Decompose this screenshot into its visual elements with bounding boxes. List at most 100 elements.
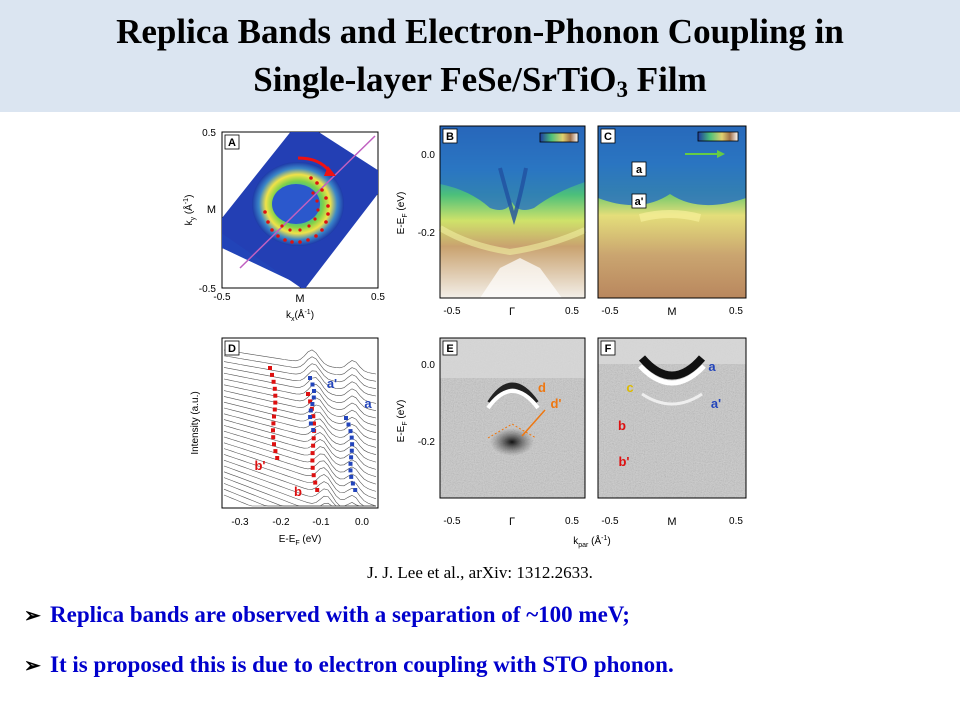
band-label-b-prime: b' (618, 454, 629, 469)
band-a-prime-dot (308, 376, 312, 380)
band-b-prime-dot (273, 400, 278, 405)
band-b-dot (311, 473, 316, 478)
panel-label-b: B (446, 131, 454, 143)
bullet-arrow-icon: ➢ (24, 655, 41, 677)
band-label-a: a (636, 164, 643, 176)
panel-a-ytick: M (207, 204, 216, 216)
band-label-a-prime: a' (635, 196, 644, 208)
band-a-prime-dot (308, 421, 313, 426)
panel-a-xtick: -0.5 (213, 292, 231, 303)
colorbar (697, 131, 739, 142)
fermi-surface-dots (263, 176, 330, 244)
panel-a-ytick: 0.5 (202, 128, 216, 139)
band-b-prime-dot (271, 428, 275, 433)
panel-d-xtick: -0.1 (312, 517, 330, 528)
band-label-a-prime: a' (711, 396, 721, 411)
title-banner (0, 0, 960, 112)
panel-b-xtick: -0.5 (443, 306, 461, 317)
panel-d-ylabel: Intensity (a.u.) (190, 391, 201, 454)
panel-a: A 0.5 M -0.5 -0.5 M 0.5 kx(Å-1) ky (Å-1) (182, 128, 385, 323)
panel-e-ytick: 0.0 (421, 360, 435, 371)
band-b-prime-dot (271, 379, 276, 384)
panel-e-xtick: 0.5 (565, 516, 579, 527)
band-label-b: b (618, 418, 626, 433)
band-b-dot (310, 465, 315, 470)
band-b-prime-dot (268, 366, 272, 370)
band-a-dot (346, 422, 351, 427)
band-a-dot (348, 429, 353, 434)
edc-curve (223, 430, 377, 477)
slide-title: Replica Bands and Electron-Phonon Coupli… (0, 8, 960, 104)
band-label-a: a (364, 396, 372, 411)
band-label-d-prime: d' (550, 396, 561, 411)
panel-b-xtick: 0.5 (565, 306, 579, 317)
edc-curve (223, 355, 377, 382)
band-a-prime-dot (310, 402, 315, 406)
arrow-head-icon (324, 166, 336, 176)
panel-d: D a' a b' b -0.3 -0.2 -0.1 0.0 E-EF (eV)… (190, 337, 379, 547)
colorbar (539, 132, 579, 143)
band-a-dot (344, 416, 348, 420)
edc-curve (223, 459, 376, 507)
bullet-text: It is proposed this is due to electron c… (50, 652, 674, 677)
band-b-prime-dot (273, 449, 278, 454)
bullet-item: ➢ It is proposed this is due to electron … (24, 652, 674, 678)
panel-c-xtick: 0.5 (729, 306, 743, 317)
band-label-b-prime: b' (254, 458, 265, 473)
band-a-dot (349, 448, 354, 453)
band-label-a-prime: a' (327, 376, 337, 391)
band-b-prime-dot (272, 407, 277, 412)
band-label-a: a (708, 359, 716, 374)
panel-c: C a a' -0.5 M 0.5 (597, 125, 747, 318)
band-a-prime-dot (310, 382, 315, 387)
panel-f: F a c a' b b' -0.5 M 0.5 (597, 337, 747, 528)
edc-curves (223, 349, 377, 507)
bullet-arrow-icon: ➢ (24, 605, 41, 627)
band-a-prime-dot (311, 395, 316, 400)
edc-curve (223, 436, 377, 485)
band-label-b: b (294, 484, 302, 499)
panel-c-xtick: M (667, 306, 676, 318)
band-a-prime-dot (308, 408, 313, 413)
edc-curve (223, 367, 377, 397)
title-line-2-suffix: Film (628, 60, 707, 99)
edc-curve (223, 390, 377, 426)
band-a-prime-dot (312, 389, 316, 393)
edc-curve (223, 372, 377, 404)
edc-curve (223, 448, 377, 500)
panel-a-xtick: M (295, 293, 304, 305)
title-line-2-prefix: Single-layer FeSe/SrTiO (253, 60, 617, 99)
annotation-arrow (521, 409, 546, 437)
band-b-dot (311, 443, 316, 448)
panel-label-f: F (605, 343, 612, 355)
panel-e: E d d' 0.0 -0.2 -0.5 Γ 0.5 E-EF (eV) (396, 337, 586, 528)
panel-a-xlabel: kx(Å-1) (286, 308, 314, 323)
edc-curve (223, 349, 377, 375)
bullet-item: ➢ Replica bands are observed with a separ… (24, 602, 630, 628)
edc-curve (223, 419, 377, 463)
band-a-dot (348, 468, 353, 473)
panel-f-xtick: M (667, 516, 676, 528)
band-b-dot (315, 488, 320, 492)
band-b-prime-dot (273, 393, 278, 398)
band-a-dot (349, 435, 354, 440)
band-b-prime-dot (272, 386, 277, 391)
band-label-c: c (626, 380, 633, 395)
title-line-1: Replica Bands and Electron-Phonon Coupli… (116, 12, 844, 51)
panel-e-ytick: -0.2 (418, 437, 436, 448)
edc-curve (223, 384, 377, 419)
band-b-dot (311, 414, 316, 419)
edc-curve (223, 361, 377, 389)
panel-e-xtick: -0.5 (443, 516, 461, 527)
band-a-prime-dot (311, 428, 316, 432)
panel-f-xtick: -0.5 (601, 516, 619, 527)
band-b-dot (308, 399, 313, 404)
panel-label-e: E (446, 343, 453, 355)
panel-a-xtick: 0.5 (371, 292, 385, 303)
band-dots (268, 366, 358, 492)
panel-d-xlabel: E-EF (eV) (279, 534, 322, 547)
edc-curve (223, 401, 377, 441)
panel-b: B 0.0 -0.2 -0.5 Γ 0.5 E-EF (eV) (396, 125, 587, 318)
band-b-dot (306, 392, 310, 396)
band-label-d: d (538, 380, 546, 395)
